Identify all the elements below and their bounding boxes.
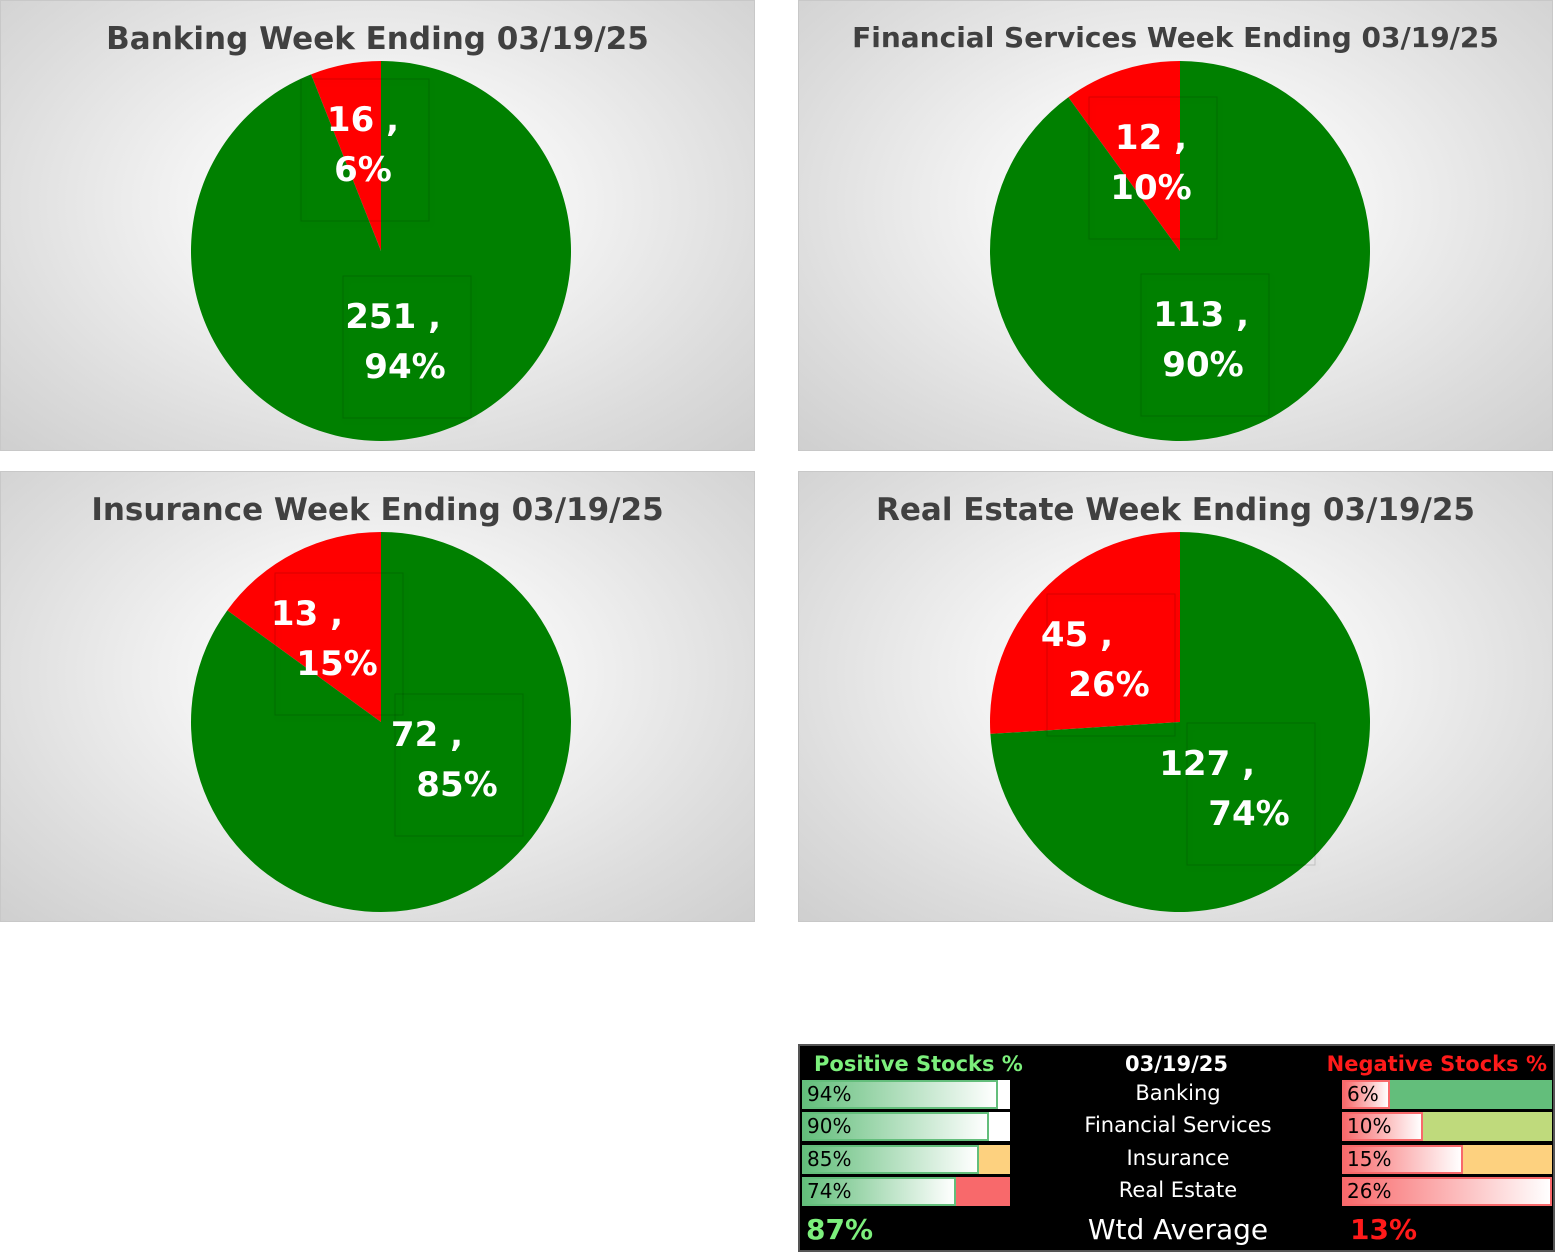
chart-title: Financial Services Week Ending 03/19/25	[852, 21, 1499, 54]
positive-percent: 74%	[807, 1179, 852, 1203]
data-label-count: 113 ,	[1153, 295, 1249, 335]
positive-bar-fill	[802, 1177, 956, 1206]
positive-bar-fill	[802, 1145, 979, 1174]
sector-name: Financial Services	[1084, 1113, 1272, 1137]
average-negative: 13%	[1350, 1213, 1418, 1246]
pie-svg: 13 , 15% 72 , 85%	[190, 532, 571, 912]
data-label-box	[342, 275, 472, 419]
average-positive: 87%	[806, 1213, 874, 1246]
positive-percent: 85%	[807, 1147, 852, 1171]
data-label-percent: 85%	[416, 765, 497, 805]
positive-percent: 94%	[807, 1082, 852, 1106]
sector-name: Real Estate	[1118, 1178, 1238, 1202]
data-label-count: 251 ,	[345, 297, 441, 337]
negative-bar-cell: 15%	[1342, 1145, 1552, 1174]
insurance-pie-chart: Insurance Week Ending 03/19/25 13 , 15% 72…	[0, 471, 755, 922]
positive-bar-cell: 85%	[802, 1145, 1010, 1174]
negative-bar-cell: 26%	[1342, 1177, 1552, 1206]
data-label-box	[1088, 96, 1218, 240]
data-label-percent: 90%	[1162, 345, 1243, 385]
real-estate-pie-chart: Real Estate Week Ending 03/19/25 45 , 26%…	[798, 471, 1553, 922]
data-label-box	[300, 78, 430, 222]
data-label-percent: 74%	[1208, 794, 1289, 834]
pie-slice-positive	[190, 532, 571, 912]
negative-percent: 26%	[1347, 1179, 1392, 1203]
pie-slice-negative	[311, 61, 381, 251]
pie-slice-negative	[1068, 61, 1180, 251]
negative-bar-fill	[1342, 1177, 1552, 1206]
data-label-box	[1140, 273, 1270, 417]
negative-bar-fill	[1342, 1080, 1391, 1109]
data-label-count: 45 ,	[1041, 615, 1113, 655]
negative-bar-cell: 10%	[1342, 1112, 1552, 1141]
financial-services-pie-chart: Financial Services Week Ending 03/19/25 …	[798, 0, 1553, 451]
pie-slice-negative	[227, 532, 381, 722]
pie-svg: 45 , 26%127 , 74%	[990, 532, 1370, 912]
chart-title: Banking Week Ending 03/19/25	[106, 21, 649, 57]
data-label-count: 16 ,	[327, 100, 399, 140]
data-label-box	[1186, 722, 1316, 866]
data-label-count: 13 ,	[271, 594, 343, 634]
data-label-count: 72 ,	[391, 715, 463, 755]
sector-name: Banking	[1135, 1081, 1221, 1105]
banking-pie-chart: Banking Week Ending 03/19/25 16 , 6% 251 ,…	[0, 0, 755, 451]
summary-table: Positive Stocks % 03/19/25 Negative Stoc…	[798, 1044, 1555, 1252]
pie-slice-positive	[990, 532, 1370, 912]
data-label-box	[274, 572, 404, 716]
sector-name: Insurance	[1126, 1146, 1230, 1170]
positive-percent: 90%	[807, 1114, 852, 1138]
positive-header: Positive Stocks %	[814, 1052, 1023, 1076]
positive-bar-cell: 74%	[802, 1177, 1010, 1206]
data-label-count: 12 ,	[1115, 118, 1187, 158]
negative-bar-fill	[1342, 1145, 1464, 1174]
positive-bar-fill	[802, 1080, 998, 1109]
summary-date: 03/19/25	[1124, 1052, 1228, 1076]
data-label-box	[394, 693, 524, 837]
positive-bar-fill	[802, 1112, 990, 1141]
negative-percent: 15%	[1347, 1147, 1392, 1171]
data-label-percent: 26%	[1068, 665, 1149, 705]
pie-svg: 12 , 10% 113 , 90%	[990, 61, 1370, 441]
negative-percent: 10%	[1347, 1114, 1392, 1138]
data-label-percent: 6%	[334, 150, 392, 190]
negative-percent: 6%	[1347, 1082, 1379, 1106]
weighted-average-label: Wtd Average	[1087, 1213, 1269, 1246]
positive-bar-cell: 94%	[802, 1080, 1010, 1109]
pie-svg: 16 , 6% 251 , 94%	[190, 61, 571, 441]
data-label-percent: 10%	[1110, 168, 1191, 208]
positive-bar-cell: 90%	[802, 1112, 1010, 1141]
chart-title: Insurance Week Ending 03/19/25	[91, 492, 664, 528]
negative-bar-fill	[1342, 1112, 1423, 1141]
data-label-count: 127 ,	[1159, 744, 1255, 784]
pie-slice-negative	[990, 532, 1180, 734]
data-label-percent: 94%	[364, 347, 445, 387]
chart-title: Real Estate Week Ending 03/19/25	[876, 492, 1475, 528]
data-label-box	[1046, 593, 1176, 737]
negative-header: Negative Stocks %	[1326, 1052, 1547, 1076]
pie-slice-positive	[990, 61, 1370, 441]
negative-bar-cell: 6%	[1342, 1080, 1552, 1109]
pie-slice-positive	[190, 61, 571, 441]
data-label-percent: 15%	[296, 644, 377, 684]
